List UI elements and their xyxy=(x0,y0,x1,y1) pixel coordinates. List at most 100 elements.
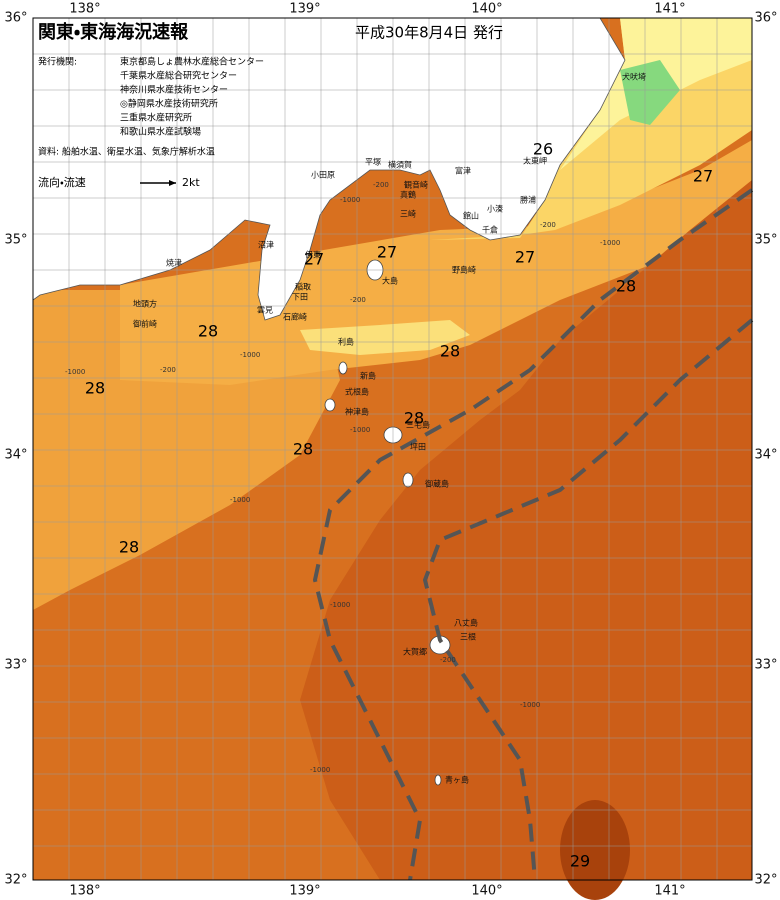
place-name: 野島崎 xyxy=(452,265,476,275)
isotherm-label: 28 xyxy=(198,322,218,341)
place-name: 雲見 xyxy=(257,306,273,315)
depth-label: -1000 xyxy=(230,496,250,504)
place-name: 地頭方 xyxy=(133,299,157,309)
place-name: 真鶴 xyxy=(400,190,416,200)
issuer: 千葉県水産総合研究センター xyxy=(120,70,237,82)
place-name: 犬吠埼 xyxy=(622,72,646,82)
issuers: 東京都島しょ農林水産総合センター千葉県水産総合研究センター神奈川県水産技術センタ… xyxy=(120,56,264,138)
latitude-label: 33° xyxy=(4,658,27,673)
isotherm-label: 28 xyxy=(440,342,460,361)
legend-label: 流向・流速 xyxy=(38,175,86,189)
longitude-label: 141° xyxy=(654,2,685,17)
place-name: 焼津 xyxy=(166,258,182,268)
place-name: 大賀郷 xyxy=(403,647,427,657)
issuer: 三重県水産研究所 xyxy=(120,112,192,124)
place-name: 石廊崎 xyxy=(283,312,307,322)
island xyxy=(434,774,442,786)
latitude-label: 36° xyxy=(754,11,777,26)
map-frame xyxy=(32,17,753,881)
place-name: 坪田 xyxy=(410,443,426,452)
longitude-label: 138° xyxy=(69,2,100,17)
latitude-label: 35° xyxy=(754,233,777,248)
depth-label: -200 xyxy=(373,181,389,189)
issuer: 和歌山県水産試験場 xyxy=(120,126,201,138)
sea-north xyxy=(120,140,752,385)
depth-label: -1000 xyxy=(340,196,360,204)
place-name: 横須賀 xyxy=(388,160,412,170)
isotherm-label: 28 xyxy=(616,277,636,296)
longitude-label: 139° xyxy=(289,2,320,17)
place-name: 館山 xyxy=(463,211,479,221)
place-name: 稲取 xyxy=(295,282,311,292)
depth-label: -200 xyxy=(350,296,366,304)
island xyxy=(324,398,336,412)
isotherm-label: 26 xyxy=(533,140,553,159)
longitude-label: 140° xyxy=(471,2,502,17)
sea-coolest xyxy=(620,60,680,125)
sea-warmer xyxy=(300,180,752,880)
place-name: 新島 xyxy=(360,371,376,381)
place-name: 観音崎 xyxy=(404,180,428,190)
issuer: 東京都島しょ農林水産総合センター xyxy=(120,56,264,68)
issuer: ◎静岡県水産技術研究所 xyxy=(120,98,218,110)
longitude-label: 140° xyxy=(471,884,502,899)
place-name: 御前崎 xyxy=(133,319,157,329)
place-name: 小田原 xyxy=(311,171,335,180)
island xyxy=(402,472,414,488)
depth-label: -1000 xyxy=(600,239,620,247)
islands xyxy=(324,259,451,786)
issuer: 神奈川県水産技術センター xyxy=(120,84,228,96)
isotherm-label: 28 xyxy=(293,440,313,459)
current-line xyxy=(312,188,754,881)
longitude-label: 138° xyxy=(69,884,100,899)
isotherm-label: 27 xyxy=(515,248,535,267)
place-name: 御蔵島 xyxy=(425,479,449,489)
isotherm-label: 28 xyxy=(404,409,424,428)
place-name: 勝浦 xyxy=(520,195,536,205)
place-name: 沼津 xyxy=(258,240,274,250)
longitude-label: 141° xyxy=(654,884,685,899)
isotherm-label: 28 xyxy=(119,538,139,557)
latitude-label: 34° xyxy=(754,448,777,463)
isotherm-label: 27 xyxy=(304,250,324,269)
place-name: 三宅島 xyxy=(406,420,430,430)
depth-label: -1000 xyxy=(350,426,370,434)
depth-label: -200 xyxy=(540,221,556,229)
place-name: 下田 xyxy=(292,293,308,302)
depth-label: -1000 xyxy=(65,368,85,376)
place-name: 小湊 xyxy=(487,204,503,214)
place-name: 利島 xyxy=(338,337,354,347)
isotherm-label: 29 xyxy=(570,852,590,871)
sea-strip xyxy=(300,320,470,355)
title: 関東・東海海況速報 xyxy=(38,21,189,43)
place-name: 式根島 xyxy=(345,387,369,397)
current-line xyxy=(422,318,754,881)
depth-label: -200 xyxy=(160,366,176,374)
place-name: 富津 xyxy=(455,166,471,176)
legend-arrowhead xyxy=(169,180,176,186)
graticule xyxy=(33,18,752,880)
sea-warmest xyxy=(560,800,630,900)
latitude-label: 33° xyxy=(754,658,777,673)
issue-date: 平成30年8月4日 発行 xyxy=(355,24,503,42)
isotherm-label: 28 xyxy=(85,379,105,398)
depth-label: -1000 xyxy=(240,351,260,359)
place-name: 平塚 xyxy=(365,158,381,167)
latitude-label: 32° xyxy=(754,873,777,888)
legend-speed: 2kt xyxy=(182,176,200,189)
issuers-label: 発行機関: xyxy=(38,56,77,68)
place-name: 三崎 xyxy=(400,209,416,219)
labels: 138° 138° 139° 139° 140° 140° 141° 141° 36° 36° 35… xyxy=(4,2,777,899)
kuroshio-axis xyxy=(312,188,754,881)
latitude-label: 35° xyxy=(4,233,27,248)
island xyxy=(338,361,348,375)
place-name: 伊東 xyxy=(305,250,321,260)
isotherm-label: 27 xyxy=(377,243,397,262)
place-name: 太東岬 xyxy=(523,156,547,166)
land xyxy=(32,17,626,321)
place-name: 青ヶ島 xyxy=(445,775,469,785)
place-name: 神津島 xyxy=(345,407,369,417)
depth-label: -1000 xyxy=(310,766,330,774)
depth-label: -200 xyxy=(440,656,456,664)
